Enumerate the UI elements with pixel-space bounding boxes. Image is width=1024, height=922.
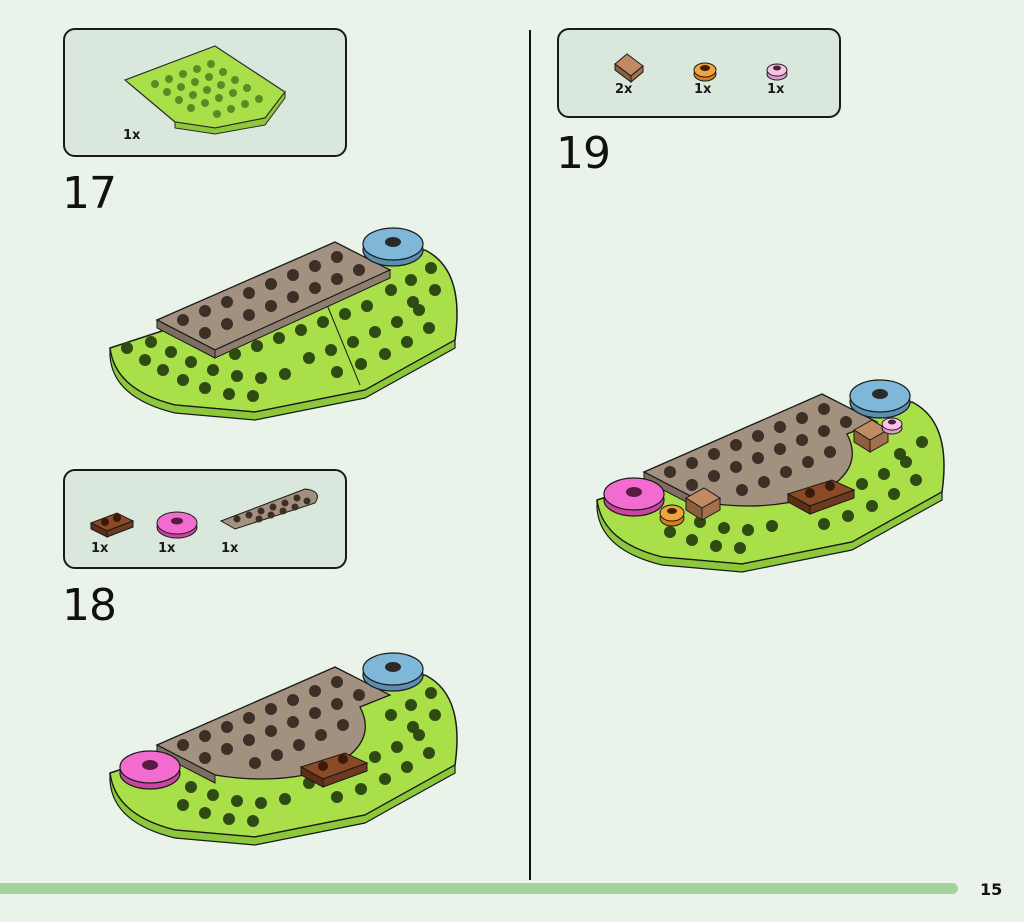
- lime-round-plate-icon: [123, 45, 286, 135]
- progress-bar: [0, 883, 958, 894]
- brown-plate-icon: [89, 512, 135, 538]
- step-19-build-illustration: [596, 379, 945, 573]
- pink-round-tile-icon: [156, 511, 198, 539]
- step-number: 19: [556, 128, 611, 179]
- parts-box-step-18: 1x 1x 1x: [63, 469, 347, 569]
- tan-slope-icon: [614, 53, 644, 84]
- part-quantity: 1x: [767, 82, 785, 97]
- part-quantity: 1x: [694, 82, 712, 97]
- page-number: 15: [980, 880, 1003, 899]
- part-quantity: 1x: [123, 128, 141, 143]
- part-quantity: 2x: [615, 82, 633, 97]
- step-number: 18: [62, 580, 117, 631]
- step-18-build-illustration: [109, 652, 458, 846]
- tan-curved-plate-icon: [219, 488, 318, 530]
- part-quantity: 1x: [91, 541, 109, 556]
- parts-box-step-17: 1x: [63, 28, 347, 157]
- part-quantity: 1x: [221, 541, 239, 556]
- orange-round-plate-icon: [693, 62, 717, 82]
- part-quantity: 1x: [158, 541, 176, 556]
- parts-box-step-19: 2x 1x 1x: [557, 28, 841, 118]
- step-number: 17: [62, 168, 117, 219]
- column-divider: [529, 30, 531, 880]
- step-17-build-illustration: [109, 227, 458, 421]
- pink-flower-icon: [766, 63, 788, 81]
